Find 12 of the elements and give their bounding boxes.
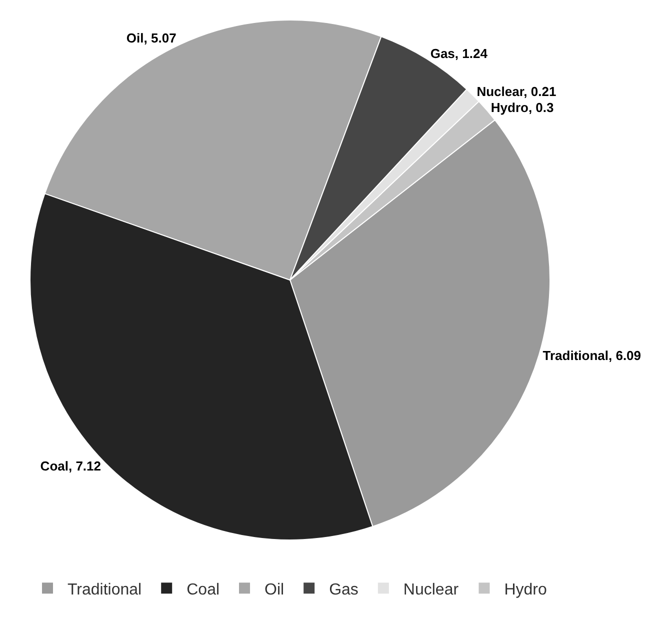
data-label: Gas, 1.24 [430,46,488,61]
legend-label: Gas [329,581,358,598]
data-label: Oil, 5.07 [126,30,176,46]
data-label: Coal, 7.12 [40,458,101,474]
data-label: Nuclear, 0.21 [476,84,556,99]
legend-label: Oil [264,581,284,598]
data-label: Traditional, 6.09 [542,348,642,363]
legend-label: Nuclear [403,581,460,598]
data-label: Hydro, 0.3 [490,100,554,115]
legend-label: Traditional [68,581,142,598]
legend-label: Hydro [504,581,548,598]
legend-label: Coal [186,581,220,598]
